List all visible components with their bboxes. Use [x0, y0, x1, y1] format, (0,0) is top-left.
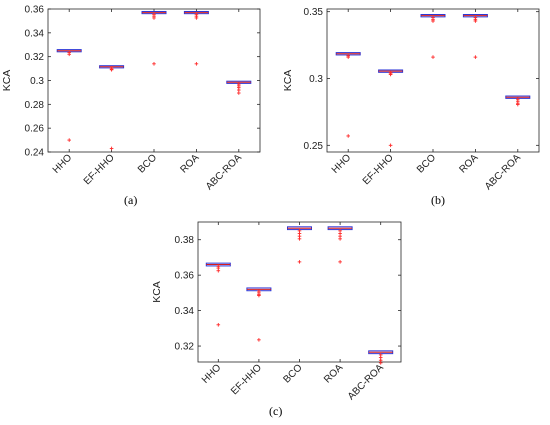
y-axis-label-a: KCA — [1, 70, 13, 92]
x-tick-label-c-3: ROA — [322, 362, 345, 385]
outlier-b-4-3 — [516, 102, 520, 107]
y-tick-label-c-1: 0.34 — [175, 306, 195, 317]
y-tick-label-a-6: 0.36 — [25, 5, 45, 16]
outlier-a-1-2 — [109, 67, 114, 72]
y-tick-label-a-1: 0.26 — [25, 124, 45, 135]
x-tick-label-c-4: ABC-ROA — [346, 362, 386, 402]
chart-c-svg: 0.32 0.34 0.36 0.38 KCA HHO EF-HHO BCO ROA ABC-RO… — [151, 221, 402, 402]
outlier-a-1-3 — [109, 146, 114, 151]
x-tick-label-c-2: BCO — [282, 362, 305, 385]
y-tick-label-c-0: 0.32 — [175, 342, 195, 353]
axes-frame-a — [47, 8, 261, 153]
outlier-b-0-1 — [346, 55, 350, 59]
chart-panel-a: 0.24 0.26 0.28 0.3 0.32 0.34 0.36 KCA HHO EF-HHO B… — [0, 0, 270, 200]
outlier-b-3-2 — [473, 19, 478, 23]
y-tick-label-a-4: 0.32 — [25, 52, 45, 63]
y-tick-label-b-2: 0.35 — [304, 7, 324, 18]
y-tick-label-a-3: 0.3 — [30, 76, 44, 87]
x-tick-label-b-0: HHO — [330, 152, 354, 176]
y-tick-label-a-2: 0.28 — [25, 100, 45, 111]
y-axis-label-c: KCA — [151, 281, 163, 303]
outlier-c-1-4 — [257, 338, 261, 342]
outlier-b-2-3 — [431, 55, 435, 59]
chart-b-svg: 0.25 0.3 0.35 KCA HHO EF-HHO BCO ROA ABC-ROA — [282, 7, 540, 192]
x-tick-label-c-1: EF-HHO — [229, 362, 264, 397]
y-tick-label-c-2: 0.36 — [175, 271, 195, 282]
outlier-a-2-2 — [152, 16, 156, 20]
chart-caption-a: (a) — [124, 193, 138, 207]
x-tick-label-c-0: HHO — [200, 362, 224, 386]
outlier-b-2-2 — [431, 19, 435, 23]
outlier-b-1-3 — [388, 143, 393, 148]
outlier-c-2-3 — [297, 237, 302, 241]
y-tick-label-a-5: 0.34 — [25, 28, 45, 39]
outlier-c-0-2 — [216, 268, 221, 273]
outlier-b-3-3 — [473, 55, 478, 59]
outlier-b-0-2 — [346, 134, 350, 138]
outlier-c-4-3 — [378, 361, 383, 365]
y-tick-label-b-0: 0.25 — [304, 141, 324, 152]
y-tick-label-c-3: 0.38 — [175, 235, 195, 246]
outlier-c-3-3 — [338, 237, 342, 241]
outlier-a-3-2 — [194, 16, 199, 20]
x-tick-label-a-3: ROA — [178, 152, 201, 175]
x-tick-label-a-0: HHO — [51, 152, 75, 176]
x-tick-label-a-1: EF-HHO — [82, 152, 117, 187]
outlier-c-3-4 — [338, 260, 342, 264]
x-tick-label-a-2: BCO — [136, 152, 159, 175]
x-tick-label-b-2: BCO — [415, 152, 438, 175]
y-tick-label-a-0: 0.24 — [25, 148, 45, 159]
x-tick-label-b-1: EF-HHO — [361, 152, 396, 187]
axes-frame-b — [326, 8, 540, 153]
outlier-b-1-2 — [388, 72, 393, 77]
outlier-a-4-4 — [237, 91, 241, 95]
x-tick-label-a-4: ABC-ROA — [204, 152, 244, 192]
x-tick-label-b-4: ABC-ROA — [483, 152, 523, 192]
chart-caption-c: (c) — [269, 404, 283, 418]
outlier-c-2-4 — [297, 260, 302, 264]
outlier-c-0-3 — [216, 322, 221, 327]
chart-a-svg: 0.24 0.26 0.28 0.3 0.32 0.34 0.36 KCA HHO EF-HHO B… — [1, 5, 261, 192]
y-tick-label-b-1: 0.3 — [309, 74, 323, 85]
axes-frame-c — [197, 221, 402, 363]
outlier-c-1-3 — [257, 293, 261, 298]
outlier-a-3-3 — [194, 62, 199, 66]
outlier-a-2-3 — [152, 62, 156, 66]
chart-caption-b: (b) — [431, 193, 445, 207]
x-tick-label-b-3: ROA — [457, 152, 480, 175]
outlier-a-0-1 — [67, 52, 71, 57]
chart-panel-b: 0.25 0.3 0.35 KCA HHO EF-HHO BCO ROA ABC-ROA — [280, 0, 550, 200]
chart-panel-c: 0.32 0.34 0.36 0.38 KCA HHO EF-HHO BCO ROA ABC-RO… — [150, 212, 410, 407]
y-axis-label-b: KCA — [282, 70, 294, 92]
outlier-a-0-2 — [67, 138, 71, 142]
